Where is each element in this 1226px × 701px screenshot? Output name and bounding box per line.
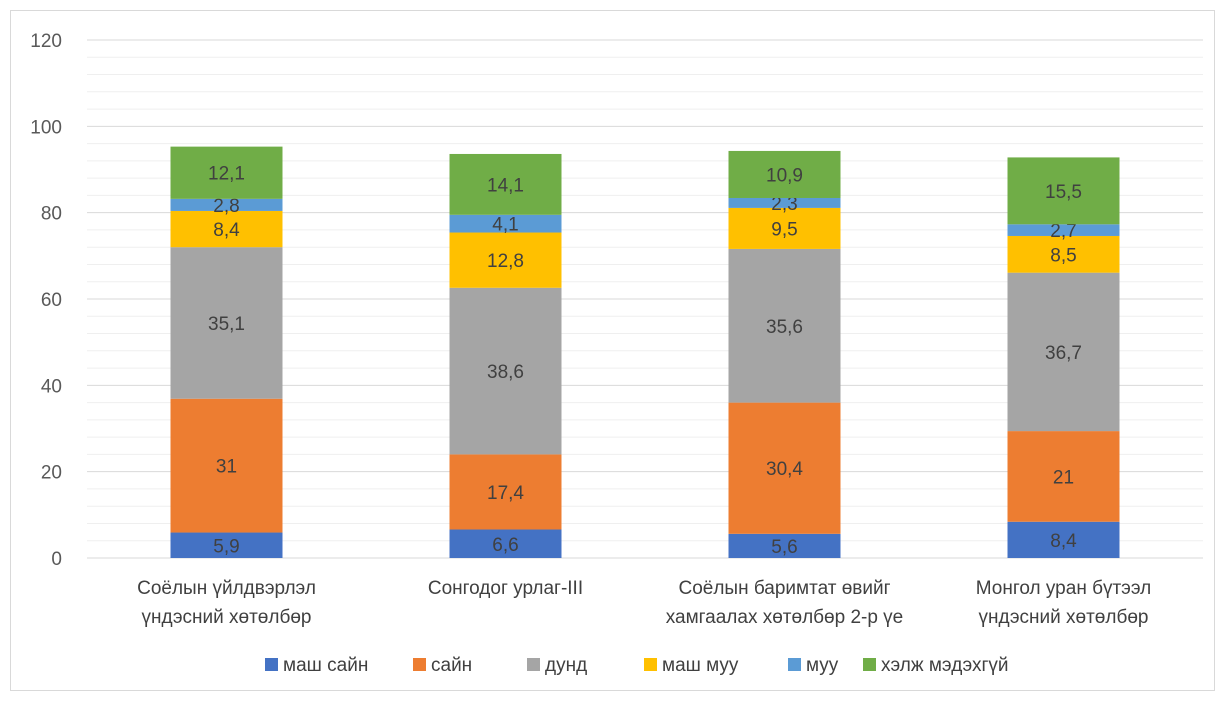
- bars: 5,9 31 35,1 8,4 2,8 12,1 6,6 17,4 38,6 12,8 4,1 14,…: [170, 146, 1120, 558]
- data-label: 15,5: [1045, 182, 1082, 203]
- data-label: 10,9: [766, 165, 803, 186]
- bar-segment: [170, 532, 283, 558]
- legend-swatch: [265, 658, 278, 671]
- legend-swatch: [527, 658, 540, 671]
- data-label: 9,5: [771, 219, 797, 240]
- data-label: 5,9: [213, 536, 239, 557]
- legend-label: сайн: [431, 655, 472, 676]
- bar-segment: [449, 214, 562, 233]
- bar-segment: [170, 247, 283, 399]
- category-label: Сонгодог урлаг-III: [428, 578, 583, 599]
- data-label: 38,6: [487, 362, 524, 383]
- bar-segment: [170, 198, 283, 211]
- data-label: 21: [1053, 467, 1074, 488]
- data-label: 14,1: [487, 175, 524, 196]
- bar-segment: [1007, 157, 1120, 225]
- legend-label: хэлж мэдэхгүй: [881, 655, 1009, 676]
- bar-segment: [1007, 224, 1120, 236]
- y-axis: 0 20 40 60 80 100 120: [30, 31, 62, 570]
- bar-segment: [449, 454, 562, 530]
- bar-segment: [170, 146, 283, 199]
- bar-segment: [449, 232, 562, 288]
- bar-segment: [1007, 235, 1120, 273]
- bar-segment: [728, 150, 841, 198]
- bar-segment: [170, 210, 283, 248]
- y-tick-label: 0: [51, 549, 62, 570]
- data-label: 2,3: [771, 194, 797, 215]
- bar-segment: [728, 402, 841, 534]
- bar-segment: [728, 197, 841, 208]
- data-label: 6,6: [492, 535, 518, 556]
- category-label: Соёлын баримтат өвийг: [678, 578, 890, 599]
- data-label: 35,6: [766, 317, 803, 338]
- legend-swatch: [413, 658, 426, 671]
- data-label: 8,4: [213, 220, 240, 241]
- data-label: 5,6: [771, 537, 797, 558]
- data-label: 30,4: [766, 459, 803, 480]
- category-label: хамгаалах хөтөлбөр 2-р үе: [666, 607, 904, 628]
- legend-label: муу: [806, 655, 839, 676]
- y-tick-label: 120: [30, 31, 62, 52]
- category-label: Соёлын үйлдвэрлэл: [137, 578, 316, 599]
- x-axis: Соёлын үйлдвэрлэл үндэсний хөтөлбөр Сонгод…: [137, 578, 1151, 628]
- bar-segment: [728, 248, 841, 403]
- y-tick-label: 40: [41, 376, 62, 397]
- bar-segment: [1007, 272, 1120, 432]
- data-label: 4,1: [492, 215, 518, 236]
- bar-segment: [1007, 431, 1120, 522]
- legend-swatch: [863, 658, 876, 671]
- data-label: 17,4: [487, 483, 524, 504]
- bar-segment: [170, 398, 283, 533]
- legend-swatch: [788, 658, 801, 671]
- bar-segment: [728, 533, 841, 558]
- y-tick-label: 80: [41, 204, 62, 225]
- bar-segment: [449, 153, 562, 215]
- bar-segment: [449, 529, 562, 558]
- legend-swatch: [644, 658, 657, 671]
- bar-segment: [1007, 521, 1120, 558]
- bar-segment: [728, 207, 841, 249]
- category-label: үндэсний хөтөлбөр: [142, 607, 312, 628]
- data-label: 8,4: [1050, 531, 1077, 552]
- y-tick-label: 60: [41, 290, 62, 311]
- data-label: 2,7: [1050, 221, 1076, 242]
- legend-label: маш сайн: [283, 655, 368, 676]
- legend-label: маш муу: [662, 655, 739, 676]
- legend: маш сайн сайн дунд маш муу муу хэлж мэдэхгүй: [265, 655, 1009, 676]
- data-label: 8,5: [1050, 245, 1076, 266]
- y-tick-label: 20: [41, 463, 62, 484]
- data-label: 12,1: [208, 164, 245, 185]
- data-label: 36,7: [1045, 343, 1082, 364]
- data-label: 31: [216, 457, 237, 478]
- category-label: үндэсний хөтөлбөр: [979, 607, 1149, 628]
- y-tick-label: 100: [30, 117, 62, 138]
- data-label: 12,8: [487, 251, 524, 272]
- data-label: 35,1: [208, 314, 245, 335]
- category-label: Монгол уран бүтээл: [976, 578, 1151, 599]
- data-label: 2,8: [213, 196, 239, 217]
- legend-label: дунд: [545, 655, 587, 676]
- bar-segment: [449, 287, 562, 455]
